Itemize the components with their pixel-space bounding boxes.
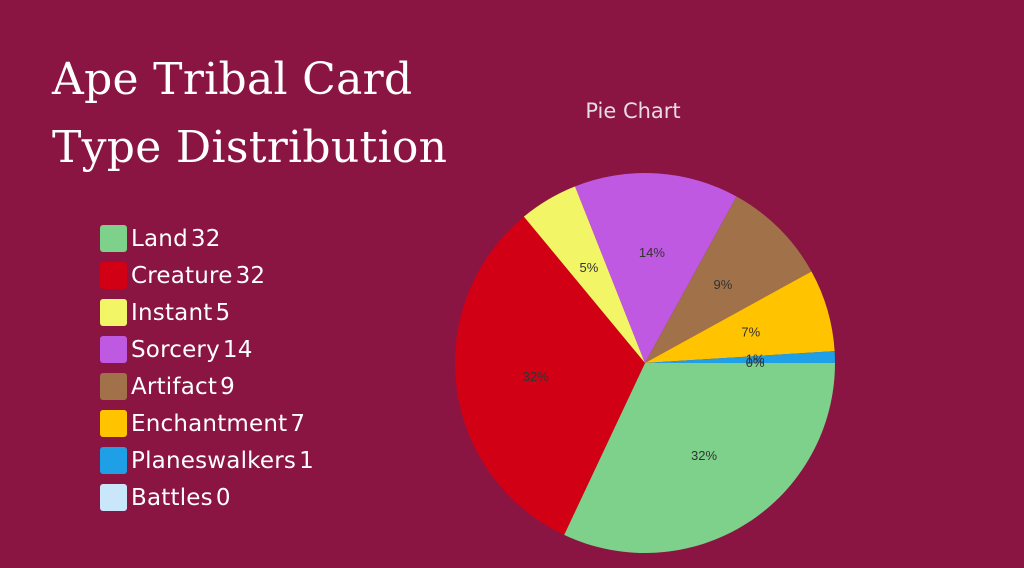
legend-item-enchantment[interactable]: Enchantment 7 [100, 405, 314, 442]
legend-swatch [100, 299, 127, 326]
legend-label: Instant [131, 299, 213, 326]
legend-swatch [100, 410, 127, 437]
legend-count: 32 [235, 262, 266, 289]
legend-label: Artifact [131, 373, 218, 400]
title-line-2: Type Distribution [52, 122, 448, 173]
legend-count: 5 [215, 299, 231, 326]
pie-slice-artifact[interactable] [645, 196, 812, 363]
slice-label-planeswalkers: 1% [746, 352, 765, 367]
legend-swatch [100, 484, 127, 511]
page-title: Ape Tribal Card Type Distribution [52, 46, 492, 182]
pie-slice-enchantment[interactable] [645, 271, 835, 363]
slice-label-instant: 5% [580, 260, 599, 275]
legend-swatch [100, 447, 127, 474]
legend-item-artifact[interactable]: Artifact 9 [100, 368, 314, 405]
slice-label-creature: 32% [523, 369, 549, 384]
slice-label-battles: 0% [746, 355, 765, 370]
legend-label: Planeswalkers [131, 447, 297, 474]
legend-item-land[interactable]: Land 32 [100, 220, 314, 257]
pie-slice-planeswalkers[interactable] [645, 351, 835, 363]
title-line-1: Ape Tribal Card [52, 54, 413, 105]
legend-item-sorcery[interactable]: Sorcery 14 [100, 331, 314, 368]
legend-count: 14 [222, 336, 253, 363]
chart-legend: Land 32 Creature 32 Instant 5 Sorcery 14… [100, 220, 314, 516]
legend-item-creature[interactable]: Creature 32 [100, 257, 314, 294]
legend-swatch [100, 336, 127, 363]
legend-swatch [100, 373, 127, 400]
legend-count: 32 [190, 225, 221, 252]
legend-swatch [100, 225, 127, 252]
legend-count: 9 [220, 373, 235, 400]
slice-label-land: 32% [691, 448, 717, 463]
pie-slice-creature[interactable] [454, 216, 645, 535]
legend-label: Sorcery [131, 336, 220, 363]
pie-chart: 32% 32% 5% 14% 9% 7% 1%0% [454, 173, 835, 553]
slice-label-artifact: 9% [714, 277, 733, 292]
legend-label: Enchantment [131, 410, 288, 437]
legend-label: Land [131, 225, 188, 252]
slice-label-sorcery: 14% [639, 245, 665, 260]
legend-count: 0 [215, 484, 231, 511]
legend-swatch [100, 262, 127, 289]
slice-label-enchantment: 7% [741, 324, 760, 339]
legend-item-battles[interactable]: Battles 0 [100, 479, 314, 516]
legend-count: 1 [299, 447, 314, 474]
pie-slice-sorcery[interactable] [575, 173, 737, 363]
legend-label: Battles [131, 484, 213, 511]
pie-slice-instant[interactable] [523, 186, 645, 363]
legend-label: Creature [131, 262, 233, 289]
legend-count: 7 [290, 410, 306, 437]
legend-item-planeswalkers[interactable]: Planeswalkers 1 [100, 442, 314, 479]
pie-slice-land[interactable] [564, 363, 835, 553]
chart-title: Pie Chart [585, 99, 681, 123]
legend-item-instant[interactable]: Instant 5 [100, 294, 314, 331]
